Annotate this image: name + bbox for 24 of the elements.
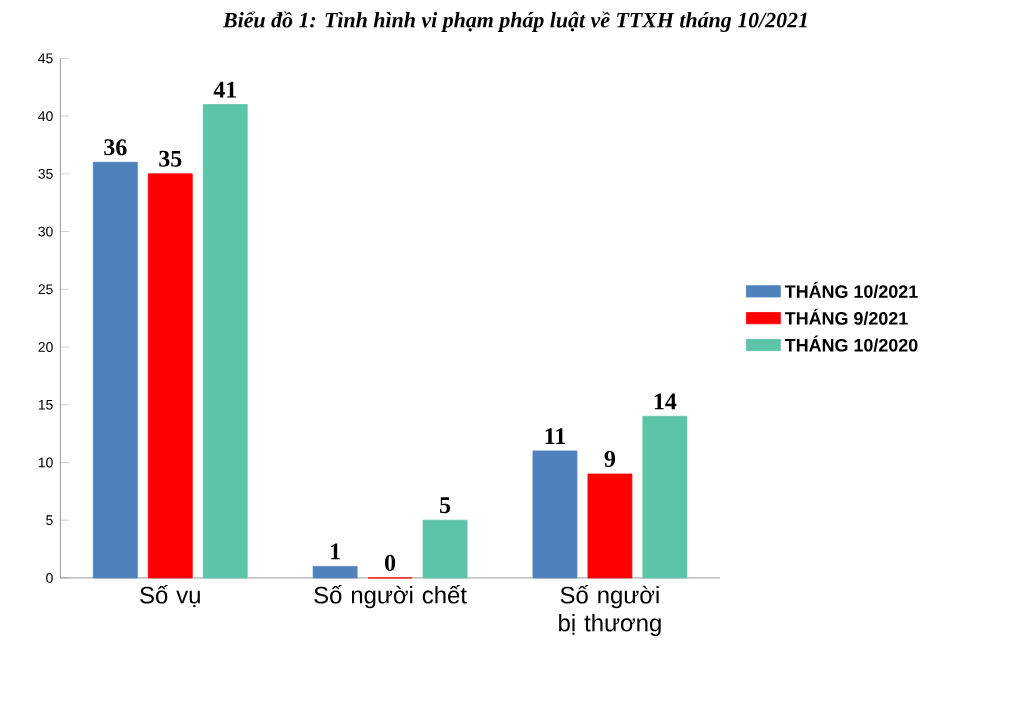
bar	[642, 415, 688, 579]
data-label: 36	[104, 139, 127, 156]
x-tick-label: Số người chết	[314, 584, 467, 609]
data-label: 0	[385, 554, 396, 571]
bar	[587, 473, 633, 579]
legend-label: THÁNG 10/2020	[784, 335, 918, 352]
bar	[92, 161, 138, 579]
data-label: 11	[545, 428, 566, 444]
data-label: 5	[440, 497, 451, 514]
chart-title: Biểu đồ 1: Tình hình vi phạm pháp luật về TTXH tháng 10/2021	[222, 11, 807, 32]
data-label: 41	[213, 81, 236, 98]
data-label: 35	[159, 150, 182, 167]
data-label: 1	[331, 543, 340, 560]
bar	[422, 519, 468, 579]
bar	[202, 104, 248, 579]
x-tick-label: Số vụ	[140, 584, 200, 607]
legend-label: THÁNG 10/2021	[784, 281, 918, 298]
data-label: 14	[654, 393, 677, 410]
x-tick-label: Số người bị thương	[559, 584, 661, 637]
bar	[147, 173, 193, 579]
bar	[532, 450, 578, 579]
bar	[312, 565, 358, 579]
legend-label: THÁNG 9/2021	[784, 308, 908, 325]
data-label: 9	[604, 450, 616, 467]
